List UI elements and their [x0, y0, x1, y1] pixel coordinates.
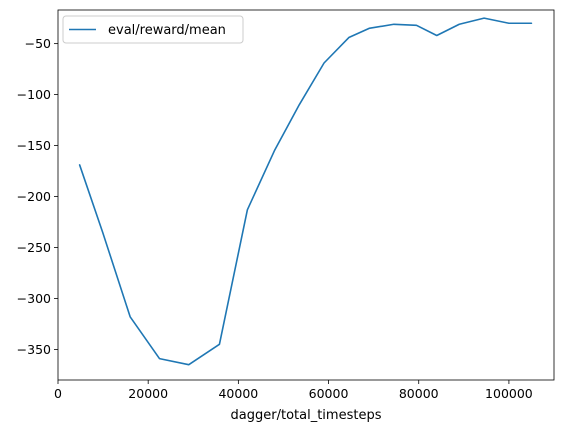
- y-tick-label: −100: [17, 87, 51, 102]
- x-tick-label: 80000: [399, 386, 439, 401]
- x-tick-label: 60000: [309, 386, 349, 401]
- x-tick-label: 100000: [485, 386, 533, 401]
- x-tick-label: 40000: [218, 386, 258, 401]
- legend-label: eval/reward/mean: [108, 23, 226, 38]
- x-tick-label: 20000: [128, 386, 168, 401]
- axes-frame: [57, 9, 555, 381]
- y-tick-label: −300: [17, 291, 51, 306]
- series-line-0: [78, 17, 533, 366]
- legend-box: [62, 15, 244, 44]
- legend: eval/reward/mean: [62, 15, 244, 44]
- y-tick-label: −50: [25, 36, 51, 51]
- y-tick-label: −200: [17, 189, 51, 204]
- x-tick-label: 0: [54, 386, 62, 401]
- y-tick-label: −250: [17, 240, 51, 255]
- y-axis-ticks: −350 −300 −250 −200 −150 −100 −50: [17, 36, 58, 357]
- plot-area: [78, 17, 533, 366]
- x-axis-ticks: 0 20000 40000 60000 80000 100000: [54, 380, 533, 401]
- x-axis-label: dagger/total_timesteps: [231, 408, 382, 423]
- y-tick-label: −350: [17, 342, 51, 357]
- y-tick-label: −150: [17, 138, 51, 153]
